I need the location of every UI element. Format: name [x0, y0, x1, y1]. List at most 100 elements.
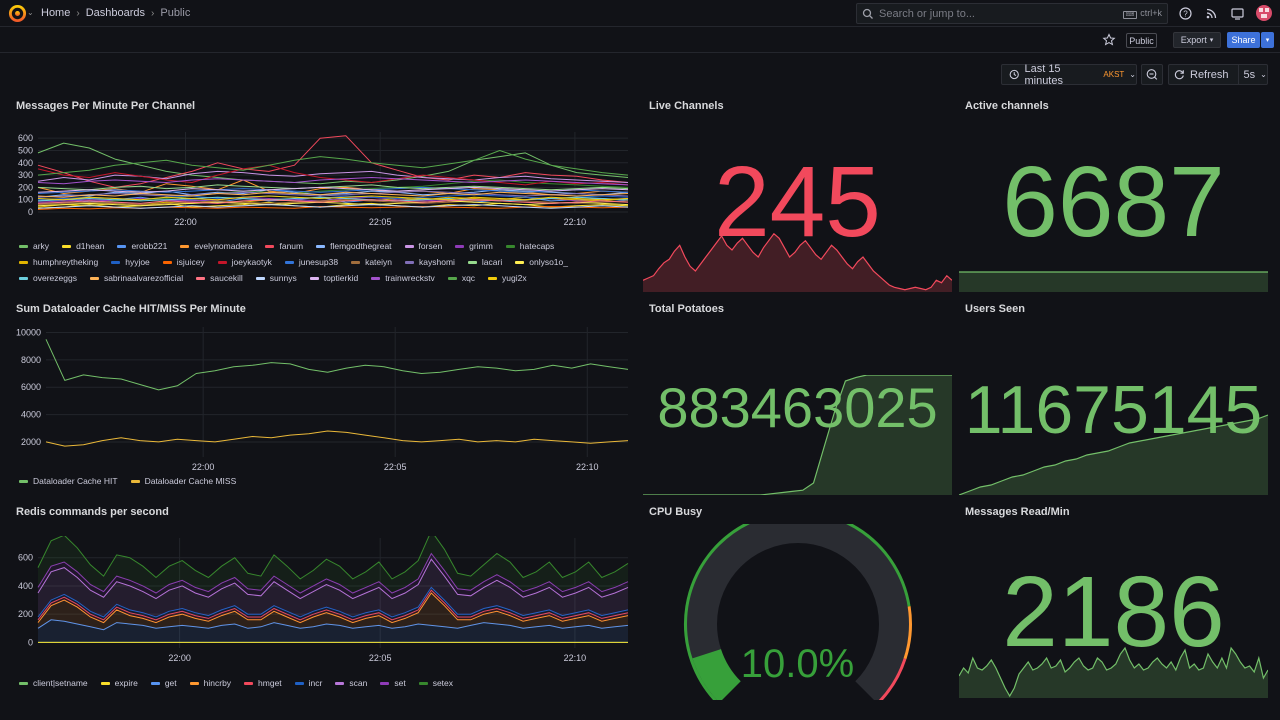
legend-item-hincrby[interactable]: hincrby — [189, 678, 231, 688]
legend-item-hyyjoe[interactable]: hyyjoe — [111, 257, 150, 267]
series-line-setex — [37, 536, 629, 580]
legend-item-setex[interactable]: setex — [418, 678, 454, 688]
legend-label: hyyjoe — [125, 257, 150, 267]
panel-redis-commands[interactable]: Redis commands per second 0 200 400 600 22:0… — [16, 506, 632, 696]
legend-swatch — [19, 681, 28, 685]
legend-item-evelynomadera[interactable]: evelynomadera — [180, 241, 252, 251]
legend-item-client-setname[interactable]: client|setname — [19, 678, 88, 688]
legend-item-onlyso1o[interactable]: onlyso1o_ — [515, 257, 568, 267]
breadcrumb-separator-icon: › — [76, 7, 80, 19]
legend-item-set[interactable]: set — [380, 678, 406, 688]
panel-active-channels[interactable]: Active channels 6687 — [959, 100, 1268, 294]
y-tick-label: 600 — [18, 553, 33, 563]
legend-item-isjuicey[interactable]: isjuicey — [162, 257, 205, 267]
legend-item-kayshomi[interactable]: kayshomi — [405, 257, 455, 267]
breadcrumb-home[interactable]: Home — [41, 7, 71, 19]
legend-item-junesup38[interactable]: junesup38 — [284, 257, 338, 267]
panel-live-channels[interactable]: Live Channels 245 — [643, 100, 952, 294]
time-range-picker[interactable]: Last 15 minutes AKST ⌄ — [1001, 63, 1137, 87]
legend-item-overezeggs[interactable]: overezeggs — [19, 273, 77, 283]
search-icon — [862, 8, 873, 19]
legend-swatch — [371, 276, 381, 280]
share-dropdown-button[interactable]: ▾ — [1261, 32, 1274, 48]
y-tick-label: 6000 — [21, 382, 41, 392]
legend-item-dataloader-cache-hit[interactable]: Dataloader Cache HIT — [19, 476, 118, 486]
legend-item-trainwreckstv[interactable]: trainwreckstv — [371, 273, 435, 283]
user-avatar[interactable] — [1256, 5, 1272, 21]
legend-item-grimm[interactable]: grimm — [455, 241, 493, 251]
panel-total-potatoes[interactable]: Total Potatoes 883463025 — [643, 303, 952, 497]
legend-swatch — [265, 244, 275, 248]
panel-cpu-busy[interactable]: CPU Busy 10.0% — [643, 506, 952, 700]
panel-messages-per-channel[interactable]: Messages Per Minute Per Channel 0 100 200 3… — [16, 100, 632, 290]
legend-item-sunnys[interactable]: sunnys — [255, 273, 297, 283]
legend-item-fanum[interactable]: fanum — [265, 241, 303, 251]
legend-item-saucekill[interactable]: saucekill — [196, 273, 243, 283]
divider — [1237, 64, 1239, 85]
panel-dataloader-cache[interactable]: Sum Dataloader Cache HIT/MISS Per Minute… — [16, 303, 632, 493]
legend-item-get[interactable]: get — [150, 678, 177, 688]
timeseries-chart: 0 200 400 600 22:00 22:05 22:10 — [18, 536, 629, 663]
refresh-interval-select[interactable]: 5s — [1243, 68, 1256, 81]
series-line-yugi2x — [37, 195, 629, 201]
stat-value: 245 — [714, 146, 881, 258]
legend-label: isjuicey — [176, 257, 205, 267]
grafana-logo-icon[interactable] — [8, 4, 27, 23]
legend-item-kateiyn[interactable]: kateiyn — [351, 257, 392, 267]
refresh-button[interactable]: Refresh — [1190, 68, 1229, 81]
legend-item-joeykaotyk[interactable]: joeykaotyk — [217, 257, 272, 267]
legend-item-toptierkid[interactable]: toptierkid — [309, 273, 358, 283]
legend-item-d1hean[interactable]: d1hean — [62, 241, 104, 251]
legend-label: yugi2x — [502, 273, 527, 283]
sparkline — [643, 232, 952, 292]
help-icon[interactable]: ? — [1178, 6, 1193, 21]
legend-item-sabrinaalvarezofficial[interactable]: sabrinaalvarezofficial — [89, 273, 184, 283]
legend-label: setex — [432, 678, 454, 688]
kiosk-mode-icon[interactable] — [1230, 6, 1245, 21]
legend-item-humphreytheking[interactable]: humphreytheking — [19, 257, 98, 267]
sparkline — [959, 271, 1268, 292]
legend-item-xqc[interactable]: xqc — [447, 273, 475, 283]
panel-users-seen[interactable]: Users Seen 11675145 — [959, 303, 1268, 497]
legend-swatch — [117, 244, 127, 248]
breadcrumb-dashboards[interactable]: Dashboards — [85, 7, 146, 19]
legend-item-forsen[interactable]: forsen — [404, 241, 442, 251]
search-input[interactable]: Search or jump to... ⌨ ctrl+k — [856, 3, 1168, 24]
series-area-set — [38, 553, 628, 599]
stat-value: 6687 — [1002, 146, 1225, 258]
star-favorite-icon[interactable] — [1102, 33, 1116, 47]
legend-swatch — [488, 276, 498, 280]
series-line-get — [37, 619, 629, 631]
legend-label: lacari — [481, 257, 503, 267]
x-tick-label: 22:00 — [168, 653, 191, 663]
legend-label: sunnys — [269, 273, 297, 283]
legend-item-incr[interactable]: incr — [294, 678, 322, 688]
refresh-icon[interactable] — [1174, 69, 1185, 80]
gauge-track — [687, 524, 909, 700]
zoom-out-button[interactable] — [1141, 64, 1163, 85]
legend-item-expire[interactable]: expire — [100, 678, 138, 688]
series-line-onlyso1o — [37, 200, 629, 207]
share-button[interactable]: Share — [1227, 32, 1260, 48]
legend-item-hatecaps[interactable]: hatecaps — [505, 241, 554, 251]
legend-item-dataloader-cache-miss[interactable]: Dataloader Cache MISS — [130, 476, 236, 486]
sparkline-area — [643, 375, 952, 495]
legend-item-hmget[interactable]: hmget — [244, 678, 282, 688]
news-rss-icon[interactable] — [1204, 6, 1219, 21]
legend-item-arky[interactable]: arky — [19, 241, 49, 251]
legend-swatch — [515, 260, 525, 264]
legend-item-flemgodthegreat[interactable]: flemgodthegreat — [316, 241, 392, 251]
legend-item-yugi2x[interactable]: yugi2x — [488, 273, 527, 283]
series-line-lacari — [37, 184, 629, 191]
stat-value: 883463025 — [657, 376, 938, 439]
legend-item-erobb221[interactable]: erobb221 — [117, 241, 167, 251]
logo-chevron-icon[interactable]: ⌄ — [27, 8, 34, 17]
legend-item-lacari[interactable]: lacari — [467, 257, 503, 267]
search-placeholder: Search or jump to... — [879, 7, 975, 20]
export-button[interactable]: Export ▾ — [1173, 32, 1221, 48]
legend-item-scan[interactable]: scan — [335, 678, 367, 688]
gauge-chart — [683, 524, 912, 700]
legend-label: sabrinaalvarezofficial — [103, 273, 184, 283]
panel-messages-read[interactable]: Messages Read/Min 2186 — [959, 506, 1268, 700]
timezone-badge: AKST — [1103, 70, 1125, 79]
